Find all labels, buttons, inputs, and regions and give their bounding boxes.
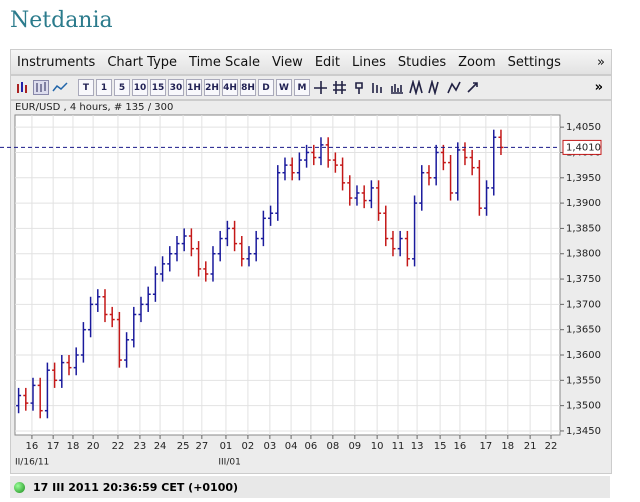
timescale-button[interactable]: 8H	[240, 79, 256, 96]
tool-icon[interactable]	[332, 80, 348, 95]
plot-area	[14, 114, 561, 436]
x-tick-label: 11	[392, 441, 405, 452]
y-tick-label: 1,3500	[566, 401, 601, 412]
x-tick-label: 10	[371, 441, 384, 452]
icon-glyph	[333, 81, 346, 94]
menu-item[interactable]: Studies	[397, 54, 447, 70]
timescale-button[interactable]: T	[78, 79, 94, 96]
y-tick-label: 1,3800	[566, 249, 601, 260]
icon-glyph	[447, 81, 461, 94]
tool-icon[interactable]	[408, 80, 424, 95]
x-tick-label: 20	[87, 441, 100, 452]
x-tick-label: 24	[154, 441, 167, 452]
x-tick-label: 02	[242, 441, 255, 452]
status-text: 17 III 2011 20:36:59 CET (+0100)	[33, 480, 239, 494]
icon-glyph	[428, 80, 439, 95]
y-tick-label: 1,3700	[566, 299, 601, 310]
chart: EUR/USD , 4 hours, # 135 / 300 1,3450 1,3…	[0, 102, 602, 468]
x-tick-label: 22	[545, 441, 558, 452]
menu-item[interactable]: Time Scale	[189, 54, 260, 70]
x-tick-label: 01	[220, 441, 233, 452]
tool-icon[interactable]	[389, 80, 405, 95]
x-tick-label: 18	[67, 441, 80, 452]
timescale-button[interactable]: 2H	[204, 79, 220, 96]
app-title: Netdania	[10, 8, 113, 33]
x-tick-label: 08	[326, 441, 339, 452]
x-tick-label: 04	[285, 441, 298, 452]
icon-glyph	[409, 80, 423, 95]
menu-item[interactable]: Lines	[352, 54, 386, 70]
y-tick-label: 1,3450	[566, 426, 601, 437]
timescale-button[interactable]: 15	[150, 79, 166, 96]
status-dot	[14, 481, 25, 493]
icon-glyph	[467, 82, 478, 93]
timescale-button[interactable]: 10	[132, 79, 148, 96]
tool-icon[interactable]	[351, 80, 367, 95]
tool-icon[interactable]	[370, 80, 386, 95]
chart-title: EUR/USD , 4 hours, # 135 / 300	[15, 102, 173, 113]
tool-icon[interactable]	[313, 80, 329, 95]
x-tick-label: 15	[434, 441, 447, 452]
last-price-box	[562, 139, 602, 155]
icon-glyph	[355, 82, 363, 94]
x-tick-label: 22	[112, 441, 125, 452]
x-tick-label: 17	[47, 441, 60, 452]
timescale-button[interactable]: 4H	[222, 79, 238, 96]
status-bar: 17 III 2011 20:36:59 CET (+0100)	[10, 476, 610, 498]
tool-icon[interactable]	[446, 80, 462, 95]
y-tick-label: 1,3550	[566, 375, 601, 386]
menu-item[interactable]: Chart Type	[107, 54, 178, 70]
menu-bar: Instruments Chart Type Time Scale View Edit L…	[10, 49, 612, 75]
tool-icon[interactable]	[33, 80, 49, 95]
x-tick-label: 16	[26, 441, 39, 452]
menu-item[interactable]: Instruments	[17, 54, 96, 70]
timescale-button[interactable]: 30	[168, 79, 184, 96]
y-tick-label: 1,3850	[566, 223, 601, 234]
x-tick-label: 27	[195, 441, 208, 452]
timescale-button[interactable]: M	[294, 79, 310, 96]
icon-glyph	[391, 84, 403, 94]
tool-icon[interactable]	[14, 80, 30, 95]
x-period-label: II/16/11	[15, 458, 49, 468]
timescale-button[interactable]: 1H	[186, 79, 202, 96]
y-tick-label: 1,3650	[566, 325, 601, 336]
icon-glyph	[372, 83, 382, 93]
y-tick-label: 1,3600	[566, 350, 601, 361]
x-tick-label: 25	[177, 441, 190, 452]
tool-icon[interactable]	[427, 80, 443, 95]
tool-icon[interactable]	[52, 80, 68, 95]
tool-icon[interactable]	[465, 80, 481, 95]
menu-item[interactable]: Settings	[507, 54, 561, 70]
menu-item[interactable]: View	[271, 54, 303, 70]
timescale-button[interactable]: W	[276, 79, 292, 96]
x-tick-label: 17	[479, 441, 492, 452]
menu-item[interactable]: Zoom	[458, 54, 496, 70]
timescale-button[interactable]: 1	[96, 79, 112, 96]
x-tick-label: 13	[411, 441, 424, 452]
toolbar-more[interactable]: »	[594, 80, 603, 95]
icon-glyph	[314, 81, 327, 94]
timescale-button[interactable]: D	[258, 79, 274, 96]
y-tick-label: 1,3900	[566, 198, 601, 209]
last-price-label: 1,4010	[566, 142, 601, 153]
y-tick-label: 1,3750	[566, 274, 601, 285]
toolbar: T 1 5 10 15 30 1H 2H 4H 8H D W M»	[10, 75, 612, 100]
x-period-label: III/01	[218, 458, 240, 468]
x-tick-label: 16	[454, 441, 467, 452]
x-tick-label: 23	[134, 441, 147, 452]
y-tick-label: 1,3950	[566, 173, 601, 184]
menu-item[interactable]: »	[597, 54, 605, 70]
x-tick-label: 21	[524, 441, 537, 452]
x-tick-label: 03	[263, 441, 276, 452]
menu-item[interactable]: Edit	[314, 54, 341, 70]
timescale-button[interactable]: 5	[114, 79, 130, 96]
x-tick-label: 18	[501, 441, 514, 452]
x-tick-label: 09	[348, 441, 361, 452]
x-tick-label: 06	[305, 441, 318, 452]
y-tick-label: 1,4050	[566, 122, 601, 133]
